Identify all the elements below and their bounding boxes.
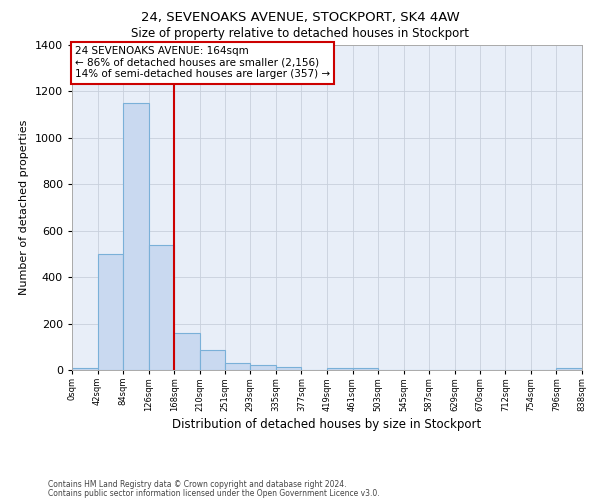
Text: 24 SEVENOAKS AVENUE: 164sqm
← 86% of detached houses are smaller (2,156)
14% of : 24 SEVENOAKS AVENUE: 164sqm ← 86% of det… <box>75 46 330 80</box>
Text: Contains HM Land Registry data © Crown copyright and database right 2024.: Contains HM Land Registry data © Crown c… <box>48 480 347 489</box>
X-axis label: Distribution of detached houses by size in Stockport: Distribution of detached houses by size … <box>172 418 482 431</box>
Bar <box>149 244 174 370</box>
Bar <box>353 368 378 370</box>
Text: 24, SEVENOAKS AVENUE, STOCKPORT, SK4 4AW: 24, SEVENOAKS AVENUE, STOCKPORT, SK4 4AW <box>140 11 460 24</box>
Bar <box>250 366 276 370</box>
Bar <box>174 333 200 370</box>
Bar <box>225 363 250 370</box>
Bar <box>327 368 353 370</box>
Text: Contains public sector information licensed under the Open Government Licence v3: Contains public sector information licen… <box>48 488 380 498</box>
Bar <box>123 103 149 370</box>
Bar <box>276 366 301 370</box>
Bar <box>200 350 225 370</box>
Bar <box>556 368 582 370</box>
Y-axis label: Number of detached properties: Number of detached properties <box>19 120 29 295</box>
Bar <box>72 368 98 370</box>
Bar <box>98 254 123 370</box>
Text: Size of property relative to detached houses in Stockport: Size of property relative to detached ho… <box>131 28 469 40</box>
